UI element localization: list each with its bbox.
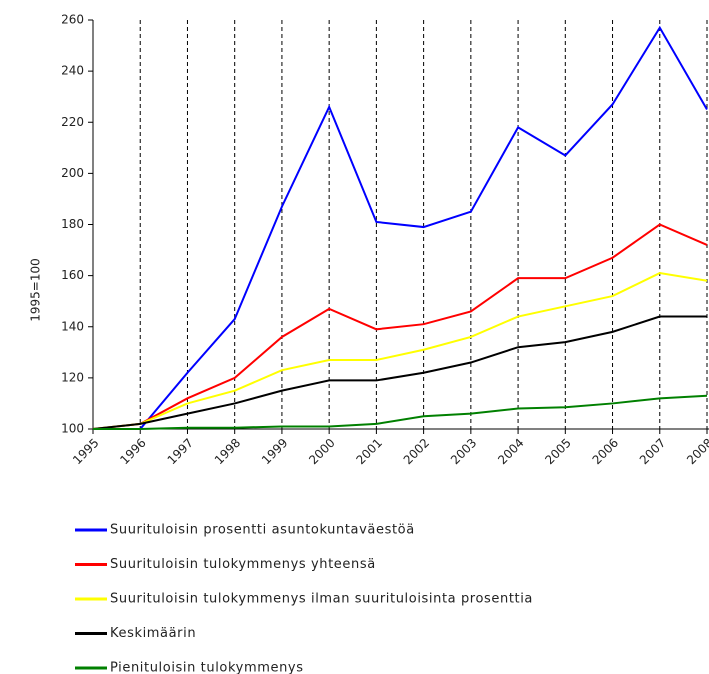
series-line (92, 272, 708, 430)
y-tick-label: 140 (61, 319, 84, 333)
legend-label: Pienituloisin tulokymmenys (110, 661, 304, 674)
x-tick-label: 2004 (495, 436, 526, 467)
x-tick-label: 2003 (448, 436, 479, 467)
y-tick-label: 100 (61, 422, 84, 436)
x-tick-label: 2007 (637, 436, 668, 467)
x-tick-label: 2000 (306, 436, 337, 467)
legend-label: Keskimäärin (110, 626, 196, 641)
x-tick-label: 1998 (212, 436, 243, 467)
y-tick-label: 180 (61, 217, 84, 231)
x-tick-label: 1999 (259, 436, 290, 467)
x-tick-label: 2006 (590, 436, 621, 467)
legend-label: Suurituloisin prosentti asuntokuntaväest… (110, 523, 415, 538)
x-tick-label: 2005 (542, 436, 573, 467)
y-tick-label: 240 (61, 64, 84, 78)
y-tick-label: 220 (61, 115, 84, 129)
y-tick-label: 160 (61, 268, 84, 282)
x-tick-label: 2001 (353, 436, 384, 467)
series-line (93, 25, 708, 430)
x-tick-label: 1995 (70, 436, 101, 467)
series-line (92, 315, 707, 430)
y-tick-label: 260 (61, 13, 84, 27)
legend-label: Suurituloisin tulokymmenys yhteensä (110, 557, 376, 572)
x-tick-label: 2008 (684, 436, 709, 467)
y-axis-label: 1995=100 (29, 258, 43, 322)
y-tick-label: 120 (61, 370, 84, 384)
series-line (92, 223, 708, 430)
x-tick-label: 1997 (165, 436, 196, 467)
series-line (93, 394, 708, 430)
y-tick-label: 200 (61, 166, 84, 180)
legend-label: Suurituloisin tulokymmenys ilman suuritu… (110, 592, 533, 607)
x-tick-label: 1996 (117, 436, 148, 467)
x-tick-label: 2002 (401, 436, 432, 467)
